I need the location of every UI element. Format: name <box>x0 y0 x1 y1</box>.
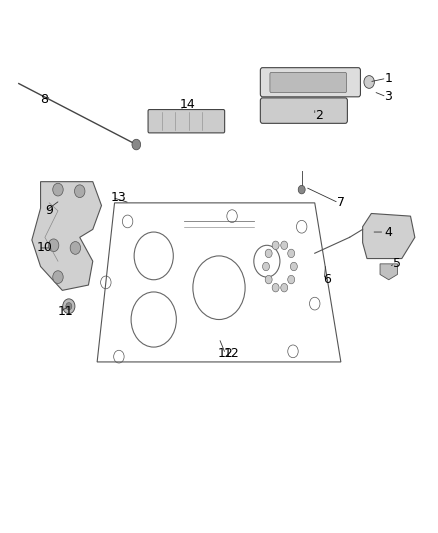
Circle shape <box>364 76 374 88</box>
Circle shape <box>265 276 272 284</box>
Text: 11: 11 <box>58 305 74 318</box>
FancyBboxPatch shape <box>260 98 347 123</box>
Circle shape <box>132 139 141 150</box>
FancyBboxPatch shape <box>270 72 346 93</box>
Circle shape <box>265 249 272 257</box>
Circle shape <box>63 299 75 314</box>
FancyBboxPatch shape <box>148 110 225 133</box>
Text: 3: 3 <box>385 90 392 103</box>
Circle shape <box>281 241 288 249</box>
Circle shape <box>272 284 279 292</box>
Text: 9: 9 <box>45 204 53 217</box>
Polygon shape <box>32 182 102 290</box>
Text: 2: 2 <box>315 109 323 122</box>
Polygon shape <box>363 214 415 259</box>
Circle shape <box>281 284 288 292</box>
Circle shape <box>262 262 269 271</box>
Circle shape <box>53 271 63 284</box>
Text: 4: 4 <box>385 225 392 239</box>
Polygon shape <box>380 264 397 280</box>
FancyBboxPatch shape <box>260 68 360 97</box>
Circle shape <box>66 303 72 310</box>
Circle shape <box>298 185 305 194</box>
Circle shape <box>70 241 81 254</box>
Circle shape <box>48 239 59 252</box>
Circle shape <box>53 183 63 196</box>
Circle shape <box>288 249 295 257</box>
Text: 12: 12 <box>223 348 239 360</box>
Circle shape <box>290 262 297 271</box>
Text: 7: 7 <box>336 196 345 209</box>
Text: 13: 13 <box>110 191 126 204</box>
Text: 12: 12 <box>218 348 233 360</box>
Circle shape <box>288 276 295 284</box>
Circle shape <box>74 185 85 198</box>
Circle shape <box>272 241 279 249</box>
Text: 14: 14 <box>180 98 196 111</box>
Text: 1: 1 <box>385 72 392 85</box>
Text: 10: 10 <box>36 241 52 254</box>
Text: 8: 8 <box>41 93 49 106</box>
Text: 6: 6 <box>323 273 331 286</box>
Text: 5: 5 <box>393 257 401 270</box>
